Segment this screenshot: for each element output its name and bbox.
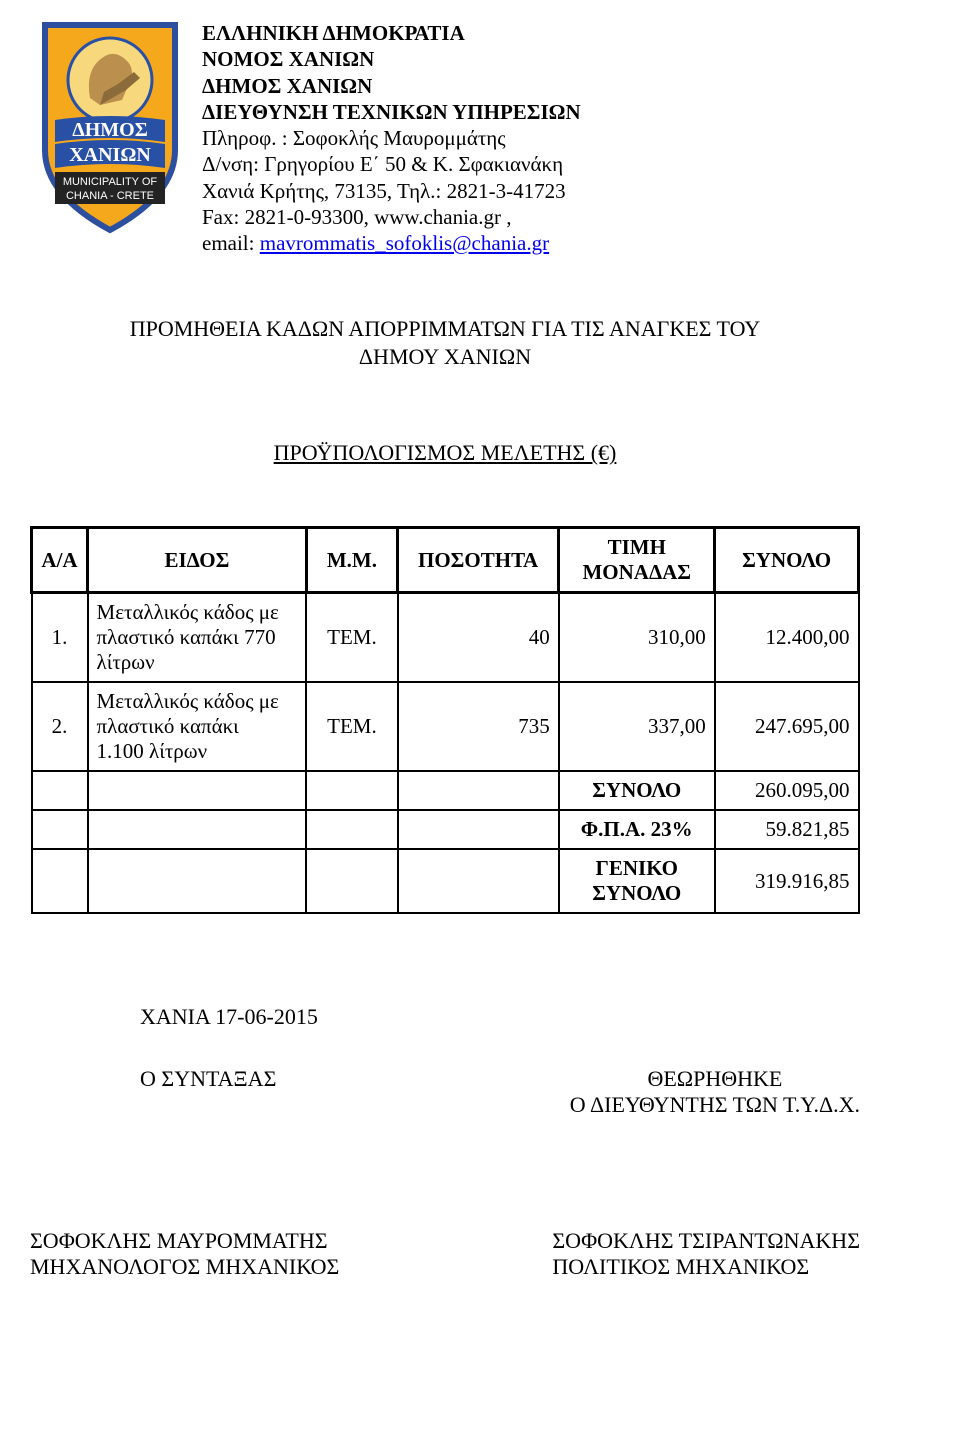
cell-mm: ΤΕΜ. [306, 593, 397, 683]
th-aa: Α/Α [32, 528, 88, 593]
table-row: 1. Μεταλλικός κάδος με πλαστικό καπάκι 7… [32, 593, 859, 683]
sum-value: 319.916,85 [715, 849, 859, 913]
right-name: ΣΟΦΟΚΛΗΣ ΤΣΙΡΑΝΤΩΝΑΚΗΣ ΠΟΛΙΤΙΚΟΣ ΜΗΧΑΝΙΚ… [552, 1228, 860, 1280]
cell-aa: 1. [32, 593, 88, 683]
hdr-line7: Χανιά Κρήτης, 73135, Τηλ.: 2821-3-41723 [202, 178, 581, 204]
th-unit-l1: ΤΙΜΗ [568, 535, 705, 560]
footer-signatures-names: ΣΟΦΟΚΛΗΣ ΜΑΥΡΟΜΜΑΤΗΣ ΜΗΧΑΝΟΛΟΓΟΣ ΜΗΧΑΝΙΚ… [30, 1228, 860, 1280]
logo-text-mid: ΧΑΝΙΩΝ [69, 144, 151, 166]
header-text-block: ΕΛΛΗΝΙΚΗ ΔΗΜΟΚΡΑΤΙΑ ΝΟΜΟΣ ΧΑΝΙΩΝ ΔΗΜΟΣ Χ… [202, 20, 581, 256]
th-unit: ΤΙΜΗ ΜΟΝΑΔΑΣ [559, 528, 715, 593]
logo-text-top: ΔΗΜΟΣ [72, 119, 148, 141]
left-name: ΣΟΦΟΚΛΗΣ ΜΑΥΡΟΜΜΑΤΗΣ ΜΗΧΑΝΟΛΟΓΟΣ ΜΗΧΑΝΙΚ… [30, 1228, 339, 1280]
municipality-logo: ΔΗΜΟΣ ΧΑΝΙΩΝ MUNICIPALITY OF CHANIA - CR… [30, 20, 190, 235]
cell-total: 12.400,00 [715, 593, 859, 683]
title-line1: ΠΡΟΜΗΘΕΙΑ ΚΑΔΩΝ ΑΠΟΡΡΙΜΜΑΤΩΝ ΓΙΑ ΤΙΣ ΑΝΑ… [30, 316, 860, 342]
hdr-line3: ΔΗΜΟΣ ΧΑΝΙΩΝ [202, 73, 581, 99]
summary-row: ΣΥΝΟΛΟ 260.095,00 [32, 771, 859, 810]
footer-date: ΧΑΝΙΑ 17-06-2015 [140, 1004, 860, 1030]
cell-unit: 337,00 [559, 682, 715, 771]
cell-qty: 40 [398, 593, 559, 683]
doc-subtitle: ΠΡΟΫΠΟΛΟΓΙΣΜΟΣ ΜΕΛΕΤΗΣ (€) [30, 440, 860, 466]
cell-qty: 735 [398, 682, 559, 771]
cell-item: Μεταλλικός κάδος με πλαστικό καπάκι 770 … [88, 593, 307, 683]
hdr-line8: Fax: 2821-0-93300, www.chania.gr , [202, 204, 581, 230]
budget-table: Α/Α ΕΙΔΟΣ Μ.Μ. ΠΟΣΟΤΗΤΑ ΤΙΜΗ ΜΟΝΑΔΑΣ ΣΥΝ… [30, 526, 860, 914]
summary-row: ΓΕΝΙΚΟ ΣΥΝΟΛΟ 319.916,85 [32, 849, 859, 913]
sum-value: 260.095,00 [715, 771, 859, 810]
cell-item: Μεταλλικός κάδος με πλαστικό καπάκι 1.10… [88, 682, 307, 771]
hdr-line4: ΔΙΕΥΘΥΝΣΗ ΤΕΧΝΙΚΩΝ ΥΠΗΡΕΣΙΩΝ [202, 99, 581, 125]
hdr-line2: ΝΟΜΟΣ ΧΑΝΙΩΝ [202, 46, 581, 72]
email-link[interactable]: mavrommatis_sofoklis@chania.gr [260, 231, 549, 255]
right-heading: ΘΕΩΡΗΘΗΚΕ Ο ΔΙΕΥΘΥΝΤΗΣ ΤΩΝ Τ.Υ.Δ.Χ. [570, 1066, 860, 1118]
hdr-line9: email: mavrommatis_sofoklis@chania.gr [202, 230, 581, 256]
cell-mm: ΤΕΜ. [306, 682, 397, 771]
table-row: 2. Μεταλλικός κάδος με πλαστικό καπάκι 1… [32, 682, 859, 771]
summary-row: Φ.Π.Α. 23% 59.821,85 [32, 810, 859, 849]
cell-total: 247.695,00 [715, 682, 859, 771]
hdr-line5: Πληροφ. : Σοφοκλής Μαυρομμάτης [202, 125, 581, 151]
cell-unit: 310,00 [559, 593, 715, 683]
doc-title: ΠΡΟΜΗΘΕΙΑ ΚΑΔΩΝ ΑΠΟΡΡΙΜΜΑΤΩΝ ΓΙΑ ΤΙΣ ΑΝΑ… [30, 316, 860, 370]
th-unit-l2: ΜΟΝΑΔΑΣ [568, 560, 705, 585]
footer-signatures-heading: Ο ΣΥΝΤΑΞΑΣ ΘΕΩΡΗΘΗΚΕ Ο ΔΙΕΥΘΥΝΤΗΣ ΤΩΝ Τ.… [140, 1066, 860, 1118]
email-prefix: email: [202, 231, 260, 255]
logo-en2: CHANIA - CRETE [66, 190, 154, 202]
sum-value: 59.821,85 [715, 810, 859, 849]
title-line2: ΔΗΜΟΥ ΧΑΝΙΩΝ [30, 344, 860, 370]
left-heading: Ο ΣΥΝΤΑΞΑΣ [140, 1066, 276, 1118]
sum-label: ΓΕΝΙΚΟ ΣΥΝΟΛΟ [559, 849, 715, 913]
hdr-line1: ΕΛΛΗΝΙΚΗ ΔΗΜΟΚΡΑΤΙΑ [202, 20, 581, 46]
sum-label: Φ.Π.Α. 23% [559, 810, 715, 849]
logo-en1: MUNICIPALITY OF [63, 176, 158, 188]
th-mm: Μ.Μ. [306, 528, 397, 593]
cell-aa: 2. [32, 682, 88, 771]
th-qty: ΠΟΣΟΤΗΤΑ [398, 528, 559, 593]
hdr-line6: Δ/νση: Γρηγορίου Ε΄ 50 & Κ. Σφακιανάκη [202, 151, 581, 177]
sum-label: ΣΥΝΟΛΟ [559, 771, 715, 810]
th-item: ΕΙΔΟΣ [88, 528, 307, 593]
th-total: ΣΥΝΟΛΟ [715, 528, 859, 593]
